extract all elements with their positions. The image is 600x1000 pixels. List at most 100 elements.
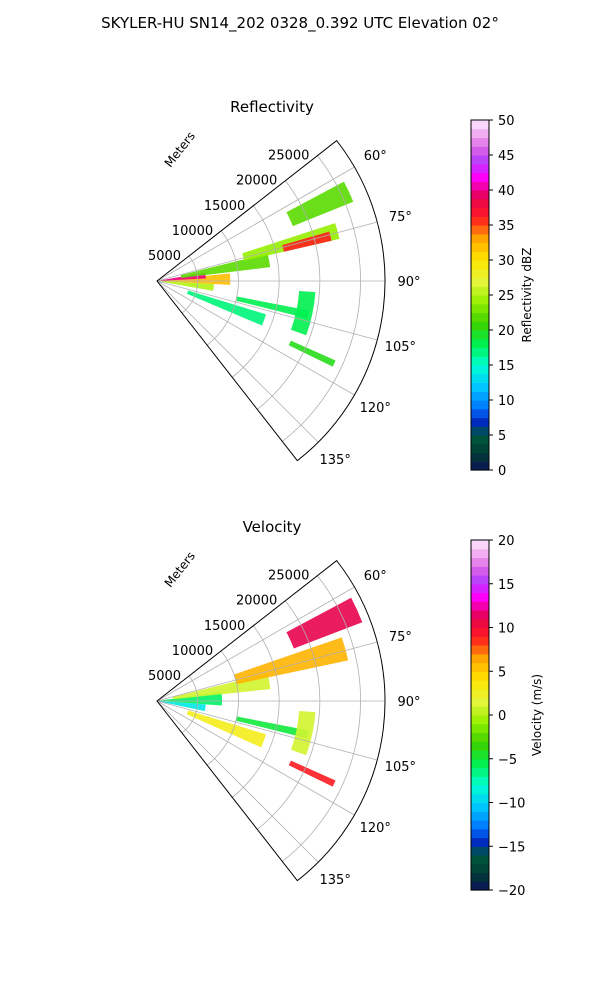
velocity-colorbar-segment xyxy=(471,601,489,611)
velocity-colorbar-segment xyxy=(471,820,489,830)
reflectivity-colorbar-tick-label: 25 xyxy=(498,289,515,304)
reflectivity-echo xyxy=(288,340,336,367)
reflectivity-azimuth-tick-label: 105° xyxy=(385,340,416,355)
reflectivity-colorbar-tick-label: 15 xyxy=(498,359,515,374)
reflectivity-colorbar-segment xyxy=(471,408,489,419)
velocity-colorbar-segment xyxy=(471,863,489,874)
velocity-echo xyxy=(290,710,316,756)
velocity-colorbar-segment xyxy=(471,557,489,567)
velocity-azimuth-spoke xyxy=(156,700,378,761)
figure-title: SKYLER-HU SN14_202 0328_0.392 UTC Elevat… xyxy=(101,14,499,32)
velocity-colorbar-tick-label: 15 xyxy=(498,578,515,593)
velocity-echo xyxy=(288,760,336,787)
reflectivity-colorbar-segment xyxy=(471,207,489,217)
reflectivity-colorbar-segment xyxy=(471,146,489,156)
velocity-colorbar-segment xyxy=(471,872,489,882)
reflectivity-range-ring xyxy=(282,155,361,442)
velocity-colorbar-tick-label: 20 xyxy=(498,534,515,549)
reflectivity-colorbar-segment xyxy=(471,163,489,174)
reflectivity-colorbar-segment xyxy=(471,365,489,375)
reflectivity-range-tick-label: 10000 xyxy=(172,224,213,239)
velocity-title: Velocity xyxy=(243,518,302,536)
velocity-colorbar-segment xyxy=(471,758,489,769)
velocity-colorbar-segment xyxy=(471,653,489,664)
reflectivity-range-tick-label: 5000 xyxy=(148,249,181,264)
reflectivity-range-ring xyxy=(231,205,280,378)
reflectivity-colorbar-segment xyxy=(471,120,489,130)
reflectivity-colorbar-segment xyxy=(471,435,489,445)
reflectivity-colorbar-segment xyxy=(471,391,489,401)
reflectivity-echo xyxy=(157,273,231,285)
reflectivity-title: Reflectivity xyxy=(230,98,314,116)
velocity-azimuth-tick-label: 135° xyxy=(320,873,351,888)
reflectivity-colorbar-segment xyxy=(471,400,489,410)
velocity-colorbar-segment xyxy=(471,583,489,594)
reflectivity-colorbar-tick-label: 45 xyxy=(498,149,515,164)
reflectivity-colorbar-tick-label: 10 xyxy=(498,394,515,409)
velocity-colorbar-segment xyxy=(471,723,489,734)
velocity-colorbar-segment xyxy=(471,741,489,751)
reflectivity-colorbar-segment xyxy=(471,225,489,235)
reflectivity-azimuth-tick-label: 90° xyxy=(397,275,420,290)
reflectivity-colorbar-segment xyxy=(471,443,489,454)
reflectivity-azimuth-spoke xyxy=(156,280,378,341)
reflectivity-colorbar-segment xyxy=(471,461,489,471)
reflectivity-echo xyxy=(290,290,316,336)
velocity-echo xyxy=(236,716,309,739)
reflectivity-colorbar-segment xyxy=(471,373,489,384)
velocity-colorbar-tick-label: 10 xyxy=(498,622,515,637)
reflectivity-colorbar-segment xyxy=(471,321,489,331)
velocity-colorbar-segment xyxy=(471,548,489,559)
velocity-colorbar-segment xyxy=(471,618,489,629)
velocity-echo xyxy=(286,597,363,649)
velocity-azimuth-spoke xyxy=(156,641,378,702)
reflectivity-echo xyxy=(236,296,309,319)
reflectivity-sector-outline xyxy=(156,139,386,462)
reflectivity-azimuth-spoke xyxy=(156,166,355,282)
reflectivity-azimuth-spoke xyxy=(156,221,378,282)
velocity-colorbar-segment xyxy=(471,662,489,672)
reflectivity-panel: Reflectivity Meters Reflectivity dBZ 500… xyxy=(148,98,534,479)
reflectivity-colorbar-segment xyxy=(471,338,489,349)
reflectivity-echo xyxy=(286,181,354,227)
reflectivity-colorbar-segment xyxy=(471,347,489,357)
reflectivity-colorbar-segment xyxy=(471,155,489,165)
reflectivity-colorbar-segment xyxy=(471,277,489,287)
reflectivity-range-tick-label: 15000 xyxy=(204,199,245,214)
reflectivity-colorbar-segment xyxy=(471,303,489,314)
velocity-colorbar-segment xyxy=(471,540,489,550)
velocity-colorbar-segment xyxy=(471,750,489,760)
velocity-colorbar-tick-label: −5 xyxy=(498,753,517,768)
velocity-range-ring xyxy=(282,575,361,862)
velocity-range-ring xyxy=(181,675,199,734)
velocity-colorbar-tick-label: 5 xyxy=(498,665,506,680)
velocity-colorbar-tick-label: 0 xyxy=(498,709,506,724)
velocity-range-ring xyxy=(231,625,280,798)
reflectivity-colorbar-segment xyxy=(471,268,489,279)
velocity-colorbar-segment xyxy=(471,715,489,725)
reflectivity-echo xyxy=(282,231,332,252)
velocity-range-tick-label: 20000 xyxy=(236,594,277,609)
velocity-azimuth-spoke xyxy=(156,700,355,816)
velocity-colorbar-segment xyxy=(471,802,489,812)
velocity-colorbar-segment xyxy=(471,776,489,786)
reflectivity-colorbar-segment xyxy=(471,172,489,182)
reflectivity-colorbar-segment xyxy=(471,382,489,392)
reflectivity-colorbar-segment xyxy=(471,286,489,296)
velocity-colorbar-tick-label: −20 xyxy=(498,884,525,899)
reflectivity-colorbar-tick-label: 35 xyxy=(498,219,515,234)
velocity-colorbar-label: Velocity (m/s) xyxy=(530,674,544,756)
velocity-echo xyxy=(233,637,349,685)
velocity-colorbar-tick-label: −15 xyxy=(498,840,525,855)
velocity-colorbar-segment xyxy=(471,671,489,681)
reflectivity-azimuth-spoke xyxy=(156,280,355,396)
reflectivity-range-ring xyxy=(257,180,321,410)
reflectivity-colorbar-tick-label: 20 xyxy=(498,324,515,339)
velocity-range-tick-label: 10000 xyxy=(172,644,213,659)
velocity-echo xyxy=(186,710,267,748)
reflectivity-azimuth-tick-label: 75° xyxy=(389,210,412,225)
velocity-range-label: Meters xyxy=(162,549,198,590)
velocity-colorbar-segment xyxy=(471,688,489,699)
velocity-colorbar-segment xyxy=(471,793,489,804)
